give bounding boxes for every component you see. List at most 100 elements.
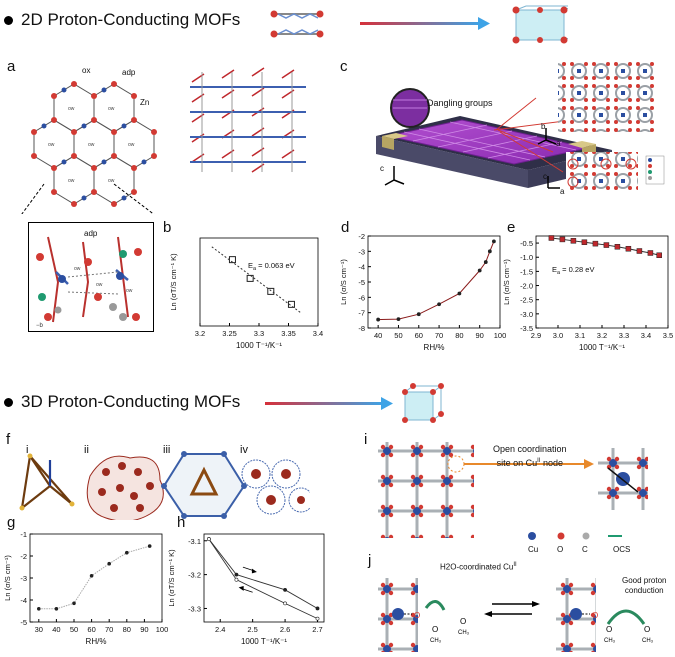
y-tick-label: -6 <box>358 293 365 302</box>
svg-text:ow: ow <box>108 106 115 112</box>
x-tick-label: 70 <box>105 625 113 634</box>
label-good-conduction: Good proton conduction <box>622 576 666 596</box>
data-point <box>283 601 287 606</box>
inset-coordination: ow ow ow −b <box>28 222 154 332</box>
data-point <box>483 260 488 264</box>
x-axis-title: RH/% <box>86 637 107 646</box>
svg-text:CH₃: CH₃ <box>458 630 470 636</box>
data-point <box>656 252 662 258</box>
svg-text:ow: ow <box>68 106 75 112</box>
y-axis-title: Ln (σ/S cm⁻¹) <box>339 259 348 305</box>
data-point <box>246 274 254 282</box>
svg-text:O: O <box>414 611 420 620</box>
axis-label-b-c: b <box>541 122 546 131</box>
data-point <box>315 616 320 621</box>
x-tick-label: 50 <box>70 625 78 634</box>
y-tick-label: -2 <box>358 232 365 241</box>
gradient-arrow <box>360 22 480 25</box>
ea-annotation: Ea = 0.28 eV <box>552 265 594 276</box>
y-tick-label: -3 <box>20 574 27 583</box>
x-axis-title: 1000 T⁻¹/K⁻¹ <box>241 637 287 646</box>
data-point <box>267 287 275 295</box>
y-tick-label: -3.1 <box>188 537 201 546</box>
data-point <box>206 537 211 541</box>
y-tick-label: -3.2 <box>188 571 201 580</box>
x-tick-label: 30 <box>35 625 43 634</box>
data-point <box>54 607 59 611</box>
data-point <box>614 244 621 250</box>
panel-label-a: a <box>7 58 16 75</box>
svg-text:ow: ow <box>48 142 55 148</box>
data-point <box>647 250 654 256</box>
arrowhead-icon <box>238 586 244 591</box>
arrowhead-icon <box>381 397 393 410</box>
data-point <box>625 245 632 252</box>
svg-text:CH₃: CH₃ <box>642 638 654 644</box>
data-point <box>89 573 94 578</box>
label-h2o-coord: H2O-coordinated CuII <box>440 562 517 572</box>
label-ocs: Open coordination site on CuII node <box>493 443 567 469</box>
data-point <box>487 249 492 254</box>
series-line <box>208 538 318 620</box>
x-tick-label: 2.5 <box>247 625 257 634</box>
label-ocs-text2: site on Cu <box>496 458 538 468</box>
x-tick-label: 40 <box>52 625 60 634</box>
x-axis-title: 1000 T⁻¹/K⁻¹ <box>236 341 282 350</box>
y-tick-label: -5 <box>358 278 365 287</box>
series-line <box>378 241 495 321</box>
svg-text:O: O <box>592 611 598 620</box>
x-axis-title: 1000 T⁻¹/K⁻¹ <box>579 343 625 352</box>
svg-text:−b: −b <box>36 323 44 329</box>
label-adp: adp <box>122 68 136 77</box>
data-point <box>36 607 41 611</box>
fit-line <box>211 246 301 313</box>
x-tick-label: 3.2 <box>597 331 607 340</box>
x-tick-label: 100 <box>494 331 507 340</box>
data-point <box>72 601 76 606</box>
x-tick-label: 2.7 <box>312 625 322 634</box>
svg-text:ow: ow <box>128 142 135 148</box>
header-2d-graphic <box>270 5 568 44</box>
label-ocs-text3: node <box>540 458 563 468</box>
y-axis-title: Ln (σ/S cm⁻¹) <box>3 555 12 601</box>
data-point <box>376 317 381 322</box>
data-point <box>125 550 129 555</box>
x-tick-label: 3.35 <box>281 329 296 338</box>
axis-label-c-c2: c <box>543 172 547 181</box>
x-tick-label: 70 <box>435 331 443 340</box>
mof-3d-scheme <box>378 442 648 540</box>
y-axis-title: Ln (σT/S cm⁻¹ K) <box>169 253 178 311</box>
axis-label-a-c: a <box>556 139 561 148</box>
x-tick-label: 3.5 <box>663 331 673 340</box>
data-point <box>287 300 295 308</box>
x-tick-label: 3.3 <box>254 329 264 338</box>
y-tick-label: -4 <box>20 596 27 605</box>
layer-icon <box>270 10 324 38</box>
x-tick-label: 3.0 <box>553 331 563 340</box>
gradient-arrow <box>265 402 383 405</box>
label-zn: Zn <box>140 98 150 107</box>
label-ocs-line1: Open coordination <box>493 444 567 454</box>
header-3d-title: 3D Proton-Conducting MOFs <box>21 392 241 411</box>
y-tick-label: -8 <box>358 324 365 333</box>
x-tick-label: 80 <box>455 331 463 340</box>
y-tick-label: -3.0 <box>520 310 533 319</box>
arrowhead-icon <box>478 17 490 30</box>
y-tick-label: -3.3 <box>188 604 201 613</box>
plot-frame <box>367 235 501 329</box>
mof-2d-stack <box>190 67 306 173</box>
x-tick-label: 100 <box>156 625 169 634</box>
header-2d-title: 2D Proton-Conducting MOFs <box>21 10 241 29</box>
mof-2d-hexnet: ow ow ow ow ow ow ow <box>21 81 157 214</box>
data-point <box>107 561 111 566</box>
cage-icon <box>512 5 568 44</box>
data-point <box>603 242 610 248</box>
data-point <box>234 577 239 582</box>
svg-text:ow: ow <box>126 288 133 294</box>
x-axis-title: RH/% <box>424 343 445 352</box>
cube-cage-icon <box>402 383 444 423</box>
ea-annotation: Ea = 0.063 eV <box>248 261 295 272</box>
data-point <box>477 268 482 273</box>
label-good-2: conduction <box>624 586 664 595</box>
x-tick-label: 3.1 <box>575 331 585 340</box>
